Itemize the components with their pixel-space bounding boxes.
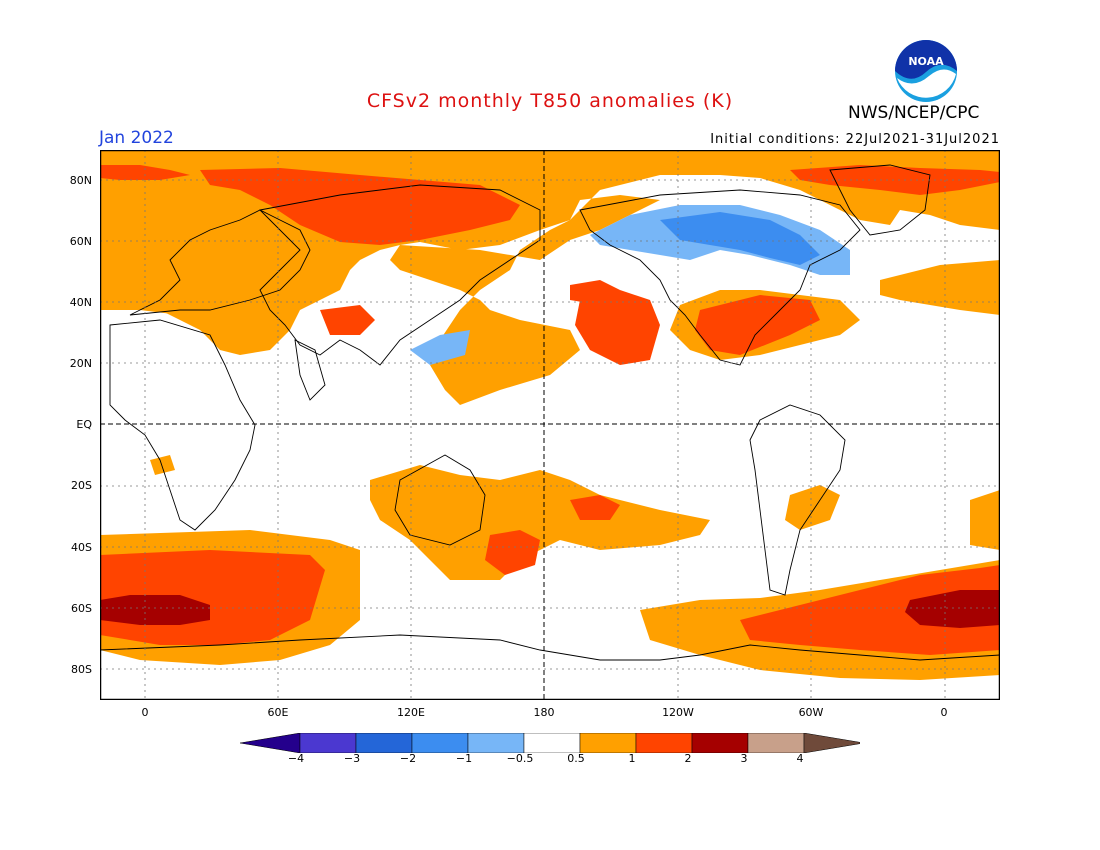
forecast-month: Jan 2022 [99, 128, 174, 148]
noaa-logo: NOAA [895, 40, 957, 102]
colorbar-label: −1 [455, 752, 473, 765]
colorbar-segment [579, 733, 637, 753]
colorbar-label: −3 [343, 752, 361, 765]
lat-label: 20S [71, 479, 92, 492]
lat-label: 80S [71, 663, 92, 676]
lon-label: 120E [397, 706, 425, 719]
anomaly-layer-2-3 [100, 590, 1000, 628]
colorbar-segment [747, 733, 805, 753]
lon-label: 60E [267, 706, 289, 719]
lat-label: EQ [76, 418, 92, 431]
colorbar-segment [355, 733, 413, 753]
grid-lines [100, 150, 1000, 700]
lon-label: 0 [940, 706, 948, 719]
lon-label: 60W [798, 706, 824, 719]
lat-label: 40S [71, 541, 92, 554]
colorbar-segment [523, 733, 581, 753]
initial-conditions: Initial conditions: 22Jul2021-31Jul2021 [710, 132, 1000, 147]
agency-label: NWS/NCEP/CPC [848, 103, 980, 123]
colorbar-segment [691, 733, 749, 753]
lat-label: 60N [69, 235, 92, 248]
equator-dateline [100, 150, 1000, 700]
colorbar-segment [467, 733, 525, 753]
colorbar-label: 0.5 [567, 752, 585, 765]
lat-label: 80N [69, 174, 92, 187]
colorbar-label: 2 [684, 752, 692, 765]
colorbar-label: −0.5 [506, 752, 534, 765]
colorbar-segment [635, 733, 693, 753]
colorbar-label: 3 [740, 752, 748, 765]
colorbar-segment [299, 733, 357, 753]
colorbar-label: −4 [287, 752, 305, 765]
lon-label: 120W [662, 706, 694, 719]
anomaly-map [100, 150, 1000, 700]
colorbar [240, 733, 860, 753]
lat-label: 20N [69, 357, 92, 370]
colorbar-label: −2 [399, 752, 417, 765]
anomaly-layer-neg1-neg2 [660, 212, 820, 265]
lat-label: 60S [71, 602, 92, 615]
lat-label: 40N [69, 296, 92, 309]
colorbar-segment [803, 733, 860, 753]
coastlines [100, 164, 1000, 661]
lon-label: 0 [141, 706, 149, 719]
colorbar-segment [411, 733, 469, 753]
lon-label: 180 [533, 706, 555, 719]
colorbar-label: 4 [796, 752, 804, 765]
chart-title: CFSv2 monthly T850 anomalies (K) [366, 90, 734, 112]
colorbar-label: 1 [628, 752, 636, 765]
svg-text:NOAA: NOAA [908, 55, 944, 68]
colorbar-segment [240, 733, 301, 753]
